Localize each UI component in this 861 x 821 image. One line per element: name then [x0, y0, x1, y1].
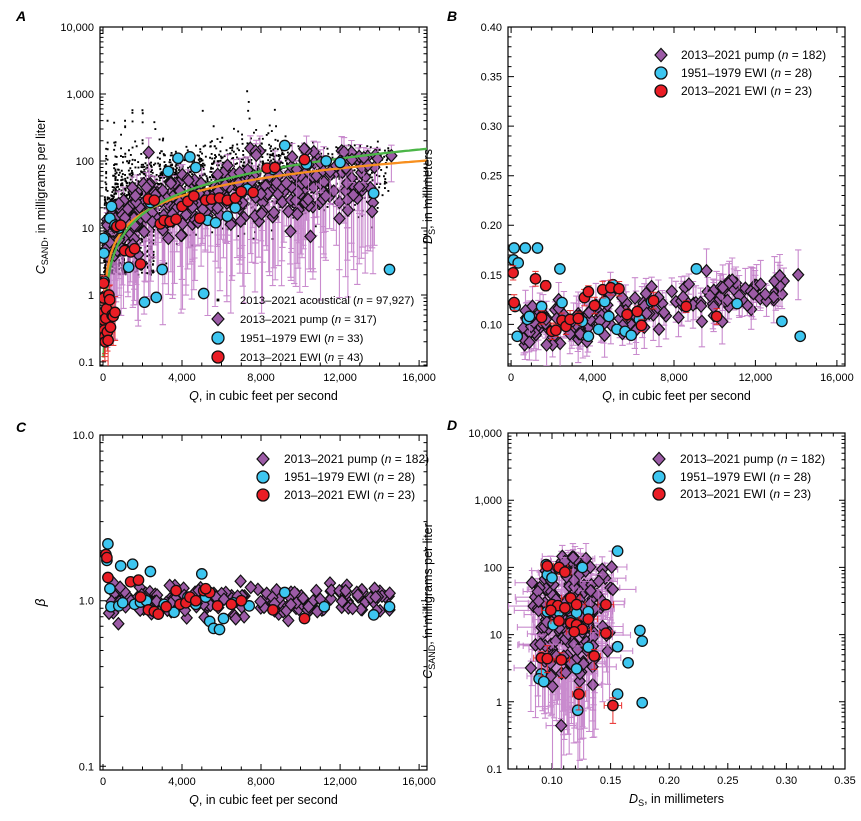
svg-text:1: 1	[88, 290, 94, 302]
svg-text:Q, in cubic feet per second: Q, in cubic feet per second	[189, 389, 338, 403]
svg-text:10.0: 10.0	[73, 430, 94, 442]
panel-b-pump-extra	[523, 248, 805, 361]
svg-text:2013–2021 pump (n = 317): 2013–2021 pump (n = 317)	[240, 314, 377, 326]
svg-text:1.0: 1.0	[79, 596, 94, 608]
svg-text:Q, in cubic feet per second: Q, in cubic feet per second	[602, 389, 751, 403]
svg-text:0.15: 0.15	[481, 270, 502, 282]
svg-text:2013–2021 pump (n = 182): 2013–2021 pump (n = 182)	[284, 452, 429, 466]
svg-text:16,000: 16,000	[402, 776, 436, 788]
panel-b-ewi-2013-2021	[508, 265, 723, 341]
svg-text:8,000: 8,000	[247, 372, 275, 384]
svg-text:4,000: 4,000	[168, 372, 196, 384]
panel-c-pump-extra	[288, 585, 396, 617]
svg-text:2013–2021 EWI (n = 43): 2013–2021 EWI (n = 43)	[240, 352, 364, 364]
svg-text:0: 0	[100, 776, 106, 788]
svg-text:0: 0	[100, 372, 106, 384]
svg-text:β: β	[33, 598, 48, 607]
svg-text:0.1: 0.1	[487, 764, 502, 776]
svg-text:1951–1979 EWI (n = 28): 1951–1979 EWI (n = 28)	[681, 66, 812, 80]
svg-text:100: 100	[76, 156, 94, 168]
svg-text:1: 1	[496, 697, 502, 709]
series-layer	[100, 538, 397, 636]
series-layer	[100, 90, 427, 366]
panel-a-legend: 2013–2021 acoustical (n = 97,927) 2013–20…	[211, 295, 415, 364]
svg-text:0.25: 0.25	[481, 171, 502, 183]
panel-c-legend: 2013–2021 pump (n = 182) 1951–1979 EWI (n…	[256, 451, 429, 502]
svg-text:100: 100	[484, 562, 502, 574]
svg-text:12,000: 12,000	[323, 372, 357, 384]
svg-text:16,000: 16,000	[402, 372, 436, 384]
svg-text:0: 0	[508, 372, 514, 384]
svg-text:0.1: 0.1	[79, 357, 94, 369]
svg-text:10: 10	[82, 223, 94, 235]
panel-letter-A: A	[15, 8, 26, 24]
svg-text:0.10: 0.10	[481, 319, 502, 331]
plot-frame	[507, 26, 846, 367]
panel-letter-B: B	[447, 8, 457, 24]
svg-text:10,000: 10,000	[468, 428, 502, 440]
svg-text:2013–2021 pump (n = 182): 2013–2021 pump (n = 182)	[680, 452, 825, 466]
panel-b-legend: 2013–2021 pump (n = 182) 1951–1979 EWI (n…	[654, 47, 826, 98]
svg-text:12,000: 12,000	[323, 776, 357, 788]
tick-labels: 0 4,000 8,000 12,000 16,000 0.10 0.15 0.20 0.25 0…	[481, 22, 854, 384]
svg-text:0.35: 0.35	[834, 775, 855, 787]
svg-text:1,000: 1,000	[66, 89, 94, 101]
svg-text:0.20: 0.20	[658, 775, 679, 787]
svg-text:0.30: 0.30	[776, 775, 797, 787]
panel-d: 0.10 0.15 0.20 0.25 0.30 0.35 0.1 1 10 100 1,000 10…	[421, 417, 856, 808]
plot-frame	[507, 432, 846, 770]
svg-text:0.15: 0.15	[600, 775, 621, 787]
svg-text:CSAND, in milligrams per liter: CSAND, in milligrams per liter	[421, 523, 437, 679]
svg-text:0.20: 0.20	[481, 220, 502, 232]
panel-d-legend: 2013–2021 pump (n = 182) 1951–1979 EWI (n…	[652, 451, 825, 501]
svg-text:12,000: 12,000	[739, 372, 773, 384]
svg-text:DS, in millimeters: DS, in millimeters	[421, 149, 437, 244]
svg-text:2013–2021 EWI (n = 23): 2013–2021 EWI (n = 23)	[681, 84, 812, 98]
svg-text:CSAND, in milligrams per liter: CSAND, in milligrams per liter	[34, 119, 50, 275]
panel-c-ewi-2013-2021	[100, 548, 311, 625]
tick-labels: 0.10 0.15 0.20 0.25 0.30 0.35 0.1 1 10 100 1,000 10…	[468, 428, 855, 787]
svg-text:0.40: 0.40	[481, 22, 502, 34]
panel-letter-C: C	[16, 419, 27, 435]
panel-a-acoustical-outliers	[153, 90, 277, 130]
svg-text:2013–2021 acoustical (n = 97,9: 2013–2021 acoustical (n = 97,927)	[240, 295, 415, 307]
svg-text:1,000: 1,000	[474, 495, 502, 507]
axis-ticks	[508, 26, 845, 366]
svg-text:Q, in cubic feet per second: Q, in cubic feet per second	[189, 793, 338, 807]
series-layer	[508, 242, 807, 366]
svg-text:1951–1979 EWI (n = 28): 1951–1979 EWI (n = 28)	[680, 470, 811, 484]
panel-a: 0 4,000 8,000 12,000 16,000 0.1 1 10 100 1,000 10,…	[15, 8, 436, 403]
svg-text:8,000: 8,000	[247, 776, 275, 788]
svg-text:0.30: 0.30	[481, 121, 502, 133]
panel-a-ewi-2013-2021	[100, 153, 311, 366]
svg-text:10: 10	[490, 630, 502, 642]
plot-frame	[99, 434, 428, 771]
svg-text:1951–1979 EWI (n = 28): 1951–1979 EWI (n = 28)	[284, 470, 415, 484]
svg-text:2013–2021 pump (n = 182): 2013–2021 pump (n = 182)	[681, 48, 826, 62]
panel-c: 0 4,000 8,000 12,000 16,000 0.1 1.0 10.0 2013–20…	[16, 419, 436, 807]
svg-text:0.10: 0.10	[541, 775, 562, 787]
svg-text:4,000: 4,000	[168, 776, 196, 788]
svg-text:0.1: 0.1	[79, 761, 94, 773]
tick-labels: 0 4,000 8,000 12,000 16,000 0.1 1.0 10.0	[73, 430, 436, 788]
svg-text:DS, in millimeters: DS, in millimeters	[629, 792, 724, 808]
svg-text:0.25: 0.25	[717, 775, 738, 787]
svg-text:0.35: 0.35	[481, 72, 502, 84]
panel-b: 0 4,000 8,000 12,000 16,000 0.10 0.15 0.20 0.25 0…	[421, 8, 854, 403]
series-layer	[508, 542, 649, 769]
panel-letter-D: D	[447, 417, 457, 433]
svg-text:8,000: 8,000	[660, 372, 688, 384]
svg-text:10,000: 10,000	[60, 22, 94, 34]
panel-d-ewi-2013-2021	[533, 560, 623, 724]
svg-text:16,000: 16,000	[820, 372, 854, 384]
tick-labels: 0 4,000 8,000 12,000 16,000 0.1 1 10 100 1,000 10,…	[60, 22, 436, 384]
svg-text:1951–1979 EWI (n = 33): 1951–1979 EWI (n = 33)	[240, 333, 364, 345]
svg-text:4,000: 4,000	[579, 372, 607, 384]
svg-text:2013–2021 EWI (n = 23): 2013–2021 EWI (n = 23)	[680, 487, 811, 501]
svg-text:2013–2021 EWI (n = 23): 2013–2021 EWI (n = 23)	[284, 488, 415, 502]
